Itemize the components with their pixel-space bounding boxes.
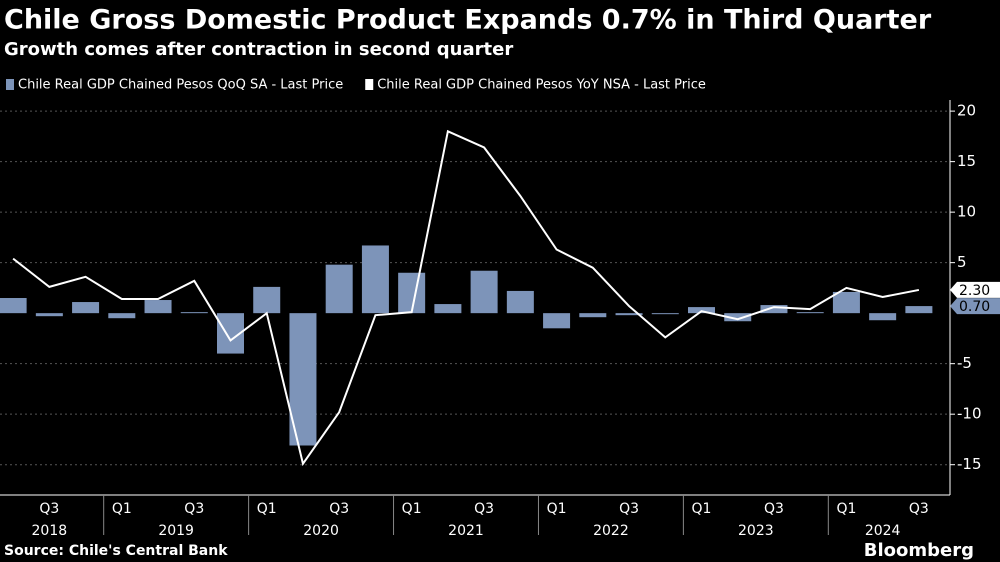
bar bbox=[434, 304, 462, 314]
bar bbox=[398, 272, 426, 314]
bar bbox=[253, 286, 281, 314]
bar bbox=[35, 313, 63, 317]
y-tick-label: 10 bbox=[957, 203, 976, 221]
bar bbox=[579, 313, 607, 318]
bar bbox=[832, 291, 860, 314]
last-price-box bbox=[950, 281, 1000, 298]
bar bbox=[0, 298, 27, 314]
bar bbox=[905, 306, 933, 314]
x-tick-label: Q3 bbox=[184, 501, 204, 517]
x-year-label: 2021 bbox=[448, 523, 484, 539]
last-price-label: 2.30 bbox=[959, 283, 990, 299]
bar bbox=[651, 313, 679, 315]
x-year-label: 2018 bbox=[32, 523, 68, 539]
legend-swatch bbox=[365, 79, 374, 90]
x-year-label: 2020 bbox=[303, 523, 339, 539]
bar bbox=[180, 312, 208, 314]
bar bbox=[506, 290, 534, 314]
y-tick-label: -10 bbox=[957, 405, 982, 423]
bar bbox=[108, 313, 136, 319]
x-year-label: 2023 bbox=[738, 523, 774, 539]
x-tick-label: Q1 bbox=[547, 501, 567, 517]
x-tick-label: Q3 bbox=[329, 501, 349, 517]
bar bbox=[144, 300, 172, 314]
bar bbox=[325, 264, 353, 314]
y-tick-label: 20 bbox=[957, 102, 976, 120]
bar bbox=[724, 313, 752, 322]
bar bbox=[470, 270, 498, 314]
x-year-label: 2024 bbox=[865, 523, 901, 539]
bar bbox=[543, 313, 571, 329]
x-tick-label: Q3 bbox=[474, 501, 494, 517]
y-tick-label: 5 bbox=[957, 253, 967, 271]
bar bbox=[869, 313, 897, 321]
bar bbox=[615, 313, 643, 316]
x-tick-label: Q1 bbox=[836, 501, 856, 517]
y-tick-label: -15 bbox=[957, 455, 982, 473]
x-tick-label: Q3 bbox=[764, 501, 784, 517]
last-price-box bbox=[950, 298, 1000, 315]
source: Source: Chile's Central Bank bbox=[4, 543, 228, 559]
y-tick-label: 15 bbox=[957, 152, 976, 170]
bar bbox=[796, 312, 824, 314]
legend-label: Chile Real GDP Chained Pesos YoY NSA - L… bbox=[377, 78, 706, 93]
line bbox=[12, 129, 920, 467]
chart-subtitle: Growth comes after contraction in second… bbox=[4, 39, 513, 60]
x-tick-label: Q1 bbox=[402, 501, 422, 517]
bar bbox=[760, 305, 788, 314]
chart-title: Chile Gross Domestic Product Expands 0.7… bbox=[4, 5, 932, 36]
x-tick-label: Q1 bbox=[692, 501, 712, 517]
y-tick-label: -5 bbox=[957, 354, 972, 372]
bar bbox=[72, 302, 100, 314]
legend-label: Chile Real GDP Chained Pesos QoQ SA - La… bbox=[18, 78, 343, 93]
x-year-label: 2022 bbox=[593, 523, 629, 539]
x-tick-label: Q3 bbox=[909, 501, 929, 517]
legend-swatch bbox=[6, 79, 14, 90]
x-tick-label: Q1 bbox=[112, 501, 132, 517]
x-tick-label: Q3 bbox=[39, 501, 59, 517]
x-tick-label: Q3 bbox=[619, 501, 639, 517]
bar bbox=[361, 245, 389, 314]
x-tick-label: Q1 bbox=[257, 501, 277, 517]
last-price-label: 0.70 bbox=[959, 299, 990, 315]
brand: Bloomberg bbox=[864, 540, 974, 561]
x-year-label: 2019 bbox=[158, 523, 194, 539]
